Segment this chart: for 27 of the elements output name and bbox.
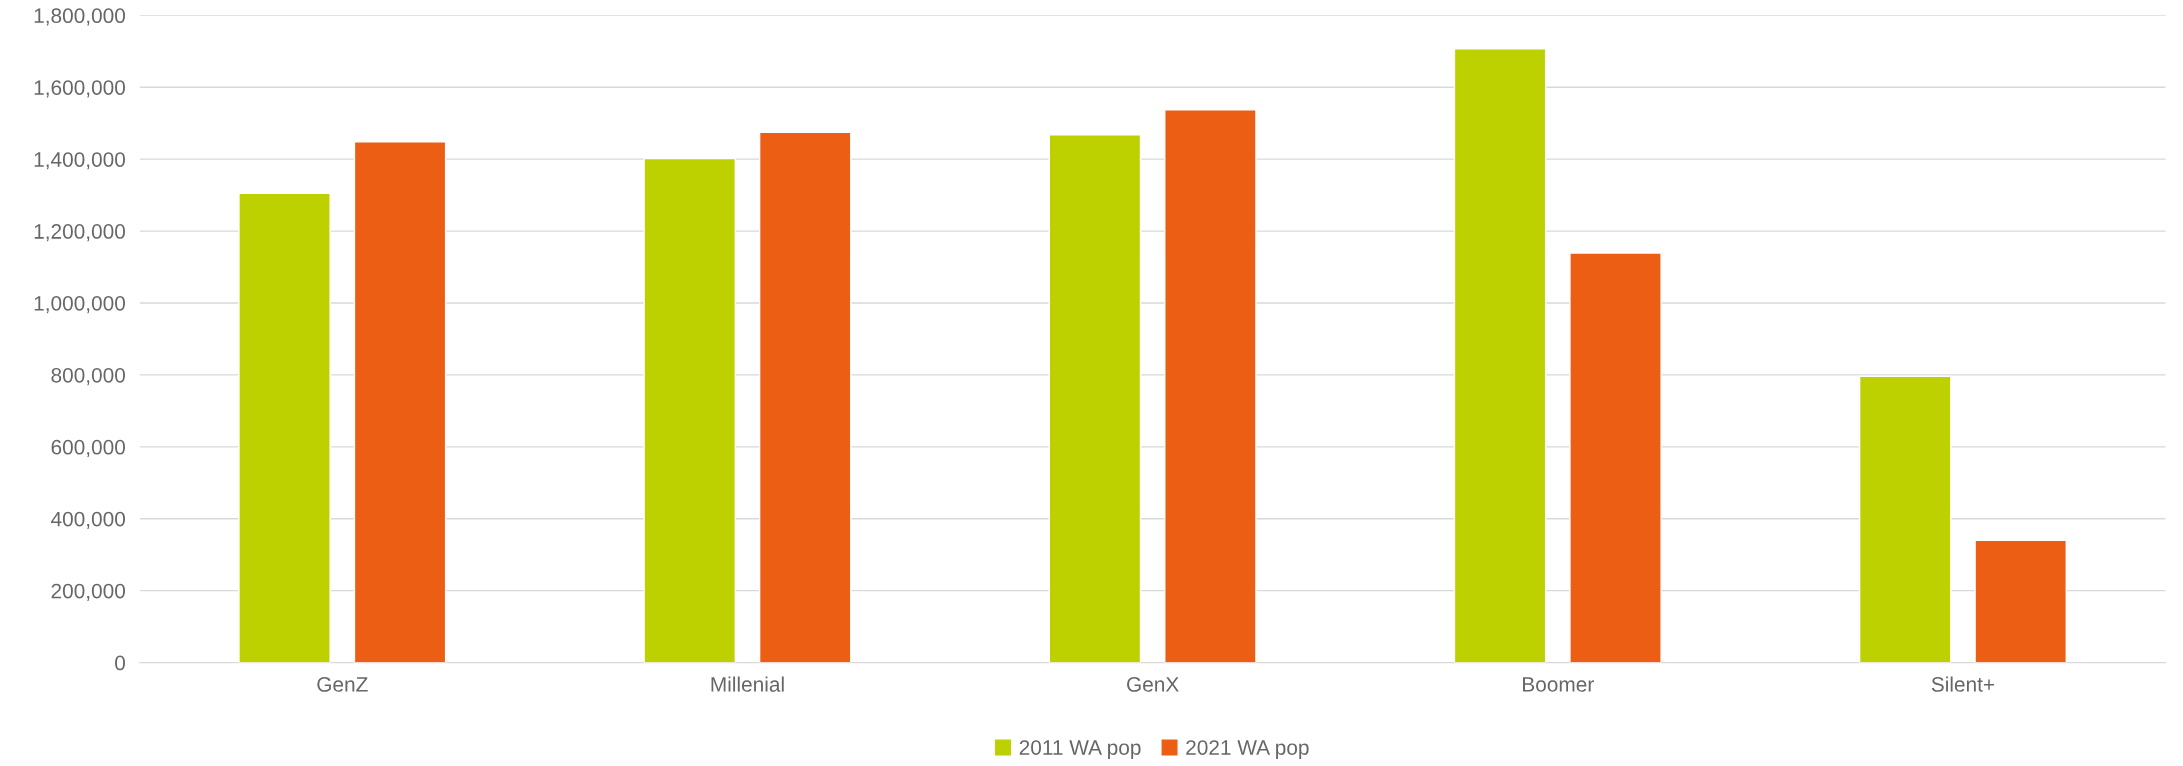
- bar: [1858, 375, 1952, 663]
- y-tick-label: 200,000: [51, 583, 126, 601]
- bar: [1974, 539, 2067, 663]
- y-tick-label: 400,000: [51, 511, 126, 529]
- legend-label: 2021 WA pop: [1186, 740, 1309, 760]
- bar: [758, 131, 852, 663]
- bar: [1569, 252, 1662, 663]
- y-tick-label: 1,600,000: [34, 80, 126, 98]
- bar: [1164, 109, 1257, 663]
- x-tick-label: Silent+: [1931, 676, 1995, 692]
- x-tick-label: GenX: [1127, 677, 1179, 692]
- x-tick-label: GenZ: [317, 677, 368, 692]
- bar: [643, 157, 736, 663]
- y-tick-label: 1,000,000: [34, 296, 126, 314]
- y-tick-label: 600,000: [51, 439, 126, 458]
- y-tick-label: 0: [115, 655, 126, 671]
- bar: [1048, 134, 1142, 663]
- legend-label: 2011 WA pop: [1019, 740, 1141, 760]
- bar: [1453, 48, 1547, 663]
- y-tick-label: 1,800,000: [34, 8, 126, 26]
- x-tick-label: Boomer: [1523, 677, 1594, 692]
- bar: [238, 192, 331, 663]
- y-tick-label: 800,000: [51, 367, 126, 386]
- x-tick-label: Millenial: [711, 676, 784, 692]
- y-tick-label: 1,200,000: [34, 224, 126, 242]
- bar: [353, 141, 447, 663]
- y-tick-label: 1,400,000: [34, 152, 126, 170]
